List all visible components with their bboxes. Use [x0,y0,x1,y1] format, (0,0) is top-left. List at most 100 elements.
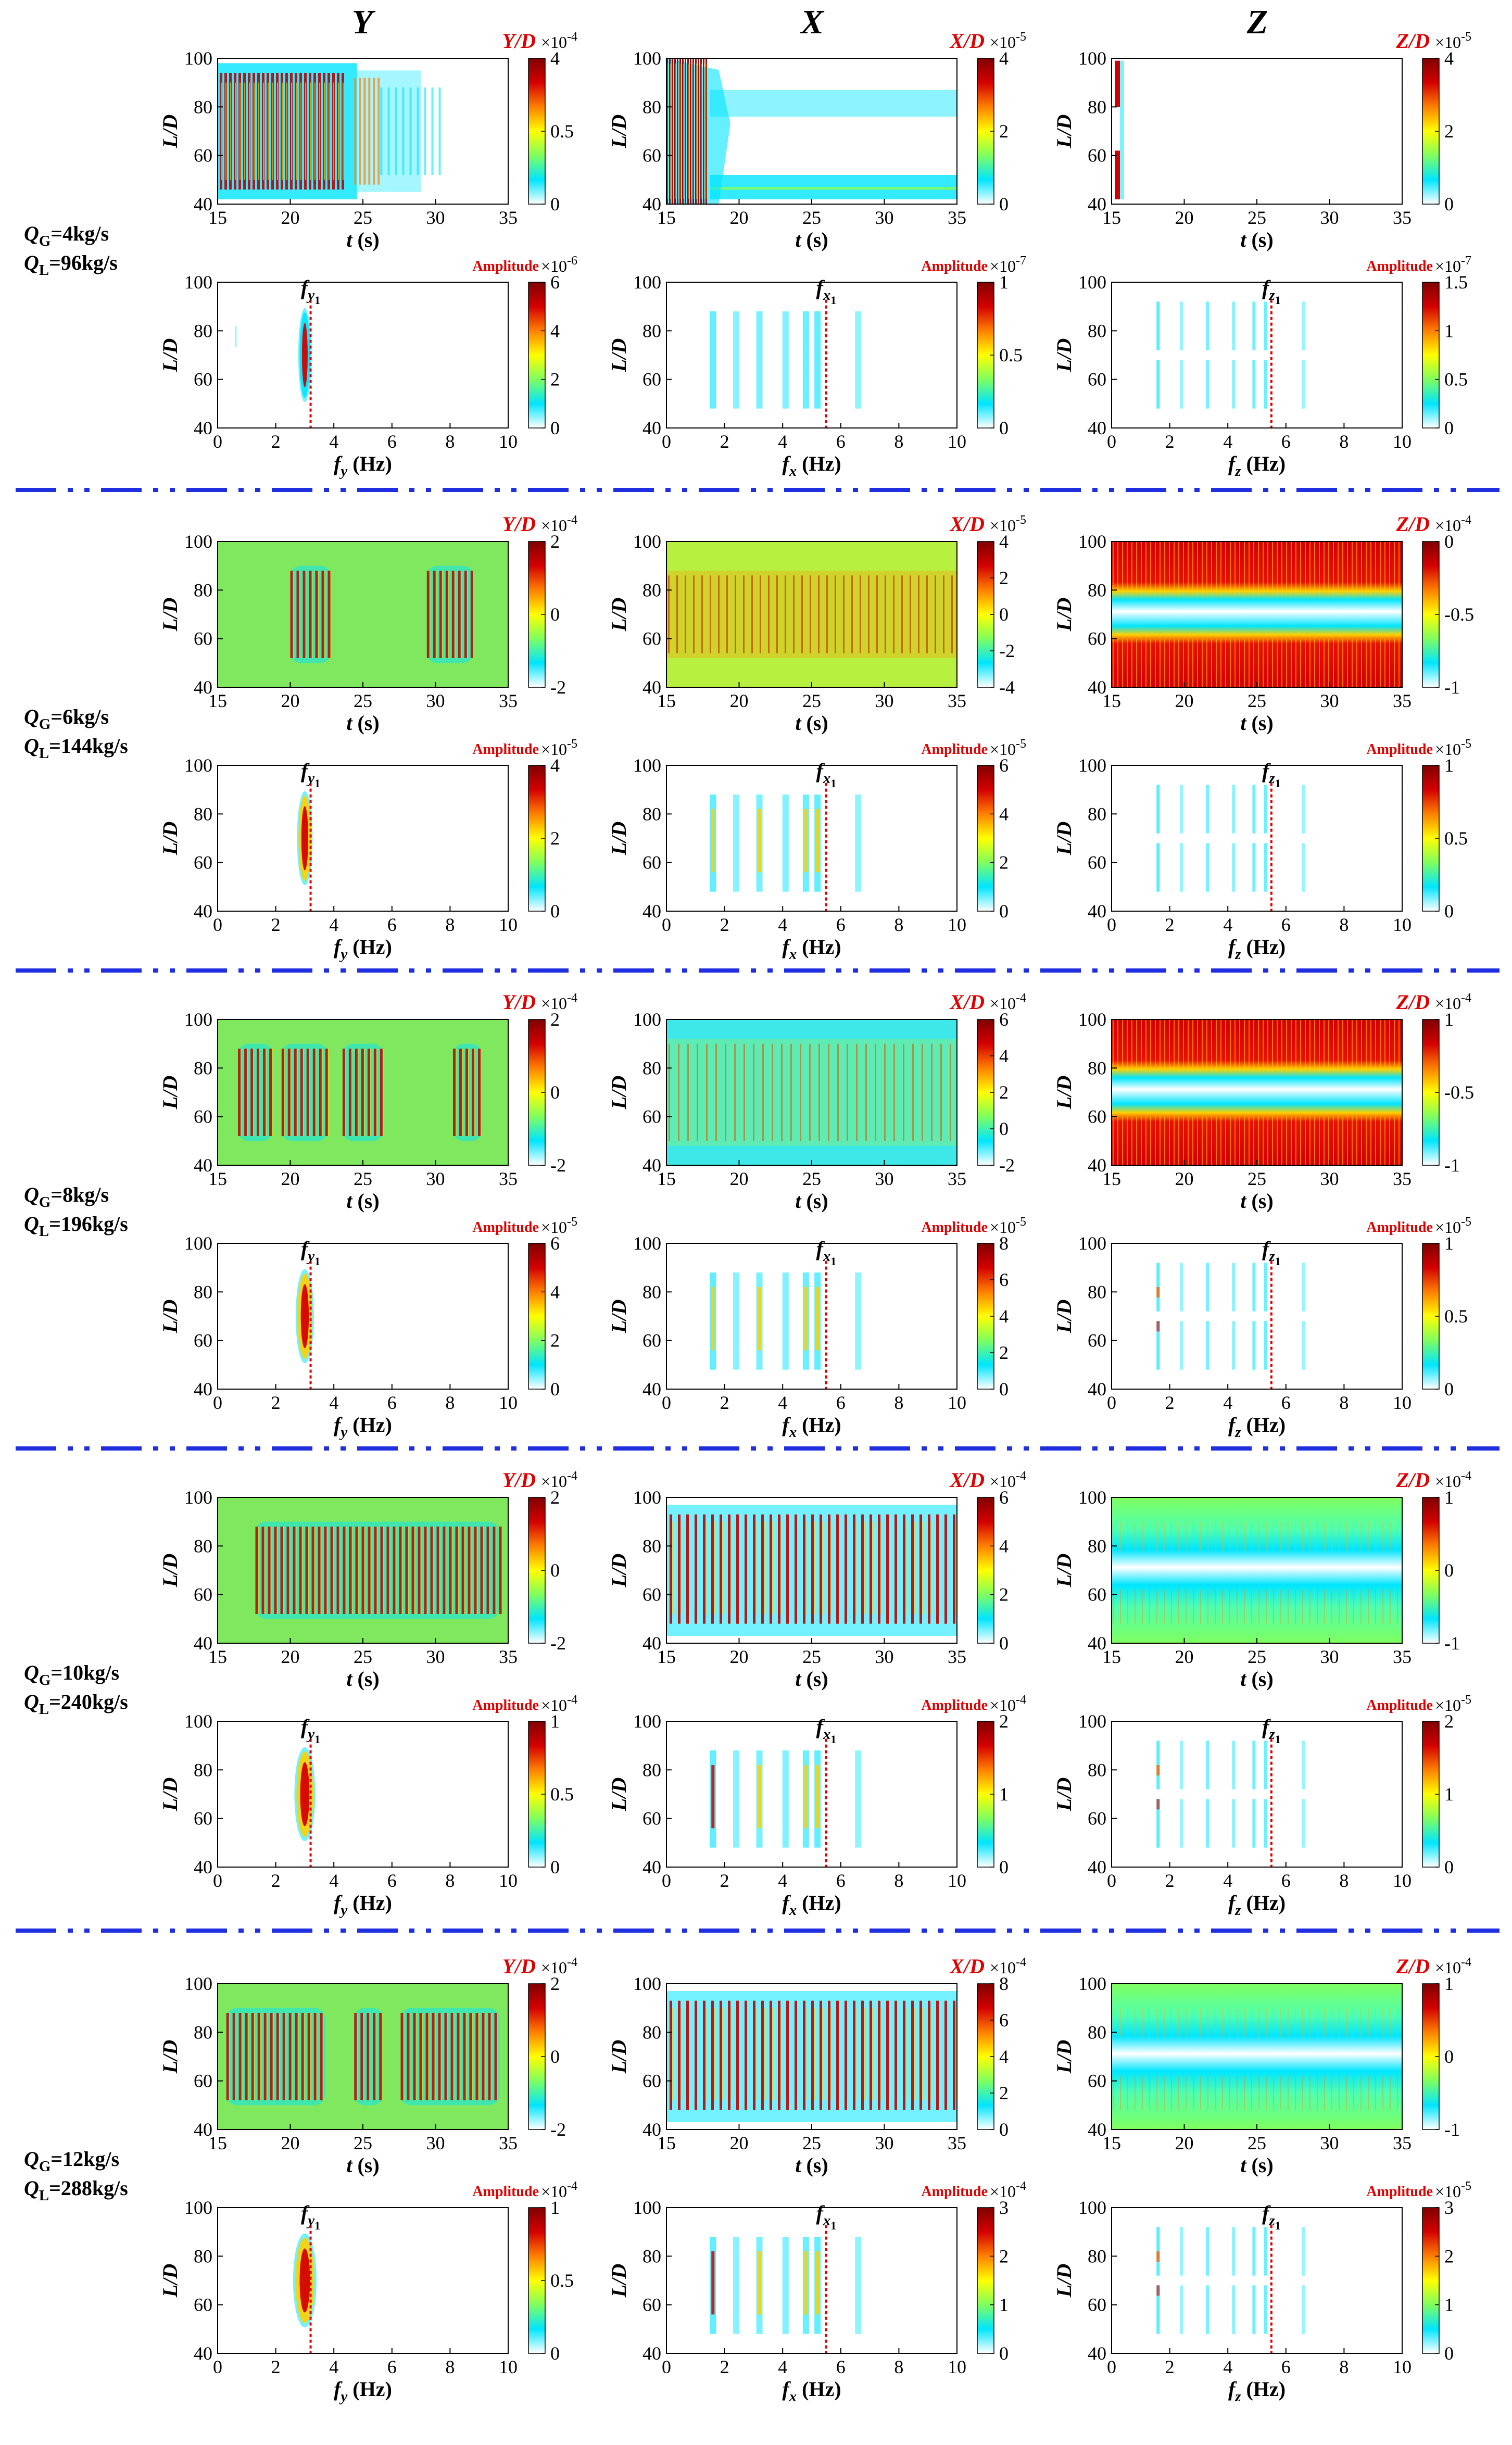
response-stripe [361,1527,364,1614]
response-stripe [1155,1019,1156,1073]
colorbar-tick-label: 2 [999,2246,1009,2266]
x-tick-label: 8 [445,2356,455,2377]
x-tick-label: 20 [281,1646,300,1667]
response-stripe [706,1043,708,1141]
y-tick-label: 80 [1088,2022,1106,2043]
response-stripe [314,1527,316,1614]
response-stripe [260,2013,261,2100]
spectral-band [1264,1741,1267,1789]
colorbar [977,765,994,912]
plot-frame [217,765,509,912]
x-tick-label: 4 [1223,431,1232,452]
response-stripe [481,1049,482,1136]
response-stripe [1398,638,1400,687]
colorbar-tick-label: 6 [999,755,1009,776]
response-stripe [1280,1590,1281,1624]
spectral-band [782,795,789,892]
response-stripe [226,2013,229,2100]
response-stripe [443,1527,446,1614]
response-stripe [685,58,686,204]
response-stripe [1244,2008,1245,2037]
response-stripe [1156,1590,1157,1624]
spectral-band [1252,843,1256,892]
response-stripe [1281,638,1282,687]
response-stripe [1141,541,1142,595]
response-stripe [1266,1521,1267,1551]
response-stripe [499,1527,502,1614]
response-stripe [1117,1019,1118,1073]
response-stripe [316,2013,318,2100]
response-stripe [885,575,886,653]
response-lobe [238,1043,273,1141]
response-stripe [451,1527,453,1614]
response-stripe [1352,541,1353,595]
response-stripe [1135,2008,1136,2037]
x-axis-label: fz (Hz) [1228,935,1286,963]
response-stripe [1253,1116,1254,1165]
response-stripe [1309,541,1311,595]
x-axis-label: fz (Hz) [1228,2377,1286,2405]
spectral-band [1179,2285,1183,2334]
response-stripe [494,2013,497,2100]
colorbar-exponent: ×10-5 [1435,737,1471,759]
x-axis-label: fy (Hz) [334,1413,392,1441]
response-stripe [324,1527,327,1614]
x-tick-label: 8 [1339,2356,1349,2377]
y-tick-label: 60 [194,2295,212,2315]
colorbar-tick-label: 6 [999,1269,1009,1290]
response-stripe [1142,1521,1143,1551]
response-stripe [1160,541,1161,595]
response-stripe [711,1514,714,1624]
plot-frame [666,1721,957,1868]
response-stripe [413,2013,416,2100]
response-stripe [465,1049,468,1136]
response-stripe [1291,1116,1292,1165]
spectral-band [855,311,862,409]
y-tick-label: 80 [194,1057,212,1078]
y-tick-label: 40 [1088,2119,1106,2140]
response-stripe [454,571,456,658]
response-stripe [301,1527,303,1614]
response-stripe [293,571,294,658]
x-tick-label: 20 [730,690,749,711]
response-stripe [1150,638,1151,687]
response-stripe [304,2013,305,2100]
y-tick-label: 100 [1078,1009,1106,1030]
response-stripe [308,1527,309,1614]
x-tick-label: 6 [387,2356,397,2377]
response-stripe [1234,1116,1236,1165]
response-stripe [1164,2076,1165,2110]
colorbar-title: Amplitude [921,741,988,758]
response-stripe [288,2013,292,2100]
response-stripe [1149,1590,1150,1624]
response-stripe [1131,1019,1132,1073]
response-stripe [1229,1590,1230,1624]
x-tick-label: 8 [894,1870,903,1891]
y-tick-label: 80 [194,96,212,117]
y-tick-label: 100 [184,48,212,69]
response-stripe [1319,638,1320,687]
colorbar-tick-label: 1 [999,1784,1009,1805]
case-gas-flow-label: QG=4kg/s [24,222,109,249]
spectral-band [1232,785,1236,834]
response-stripe [1127,2076,1128,2110]
colorbar-tick-label: 8 [999,1973,1009,1994]
response-stripe [279,2013,280,2100]
response-stripe [1188,541,1189,595]
case-gas-flow-label: QG=6kg/s [24,705,109,733]
response-stripe [478,1049,481,1136]
response-stripe [375,2013,377,2100]
response-stripe [480,1527,483,1614]
response-stripe [1171,2008,1172,2037]
spectral-band [1206,1799,1209,1848]
response-stripe [389,1527,390,1614]
x-tick-label: 6 [1281,914,1291,935]
response-stripe [1215,2076,1216,2110]
x-tick-label: 30 [426,2133,445,2153]
response-stripe [728,1514,730,1624]
